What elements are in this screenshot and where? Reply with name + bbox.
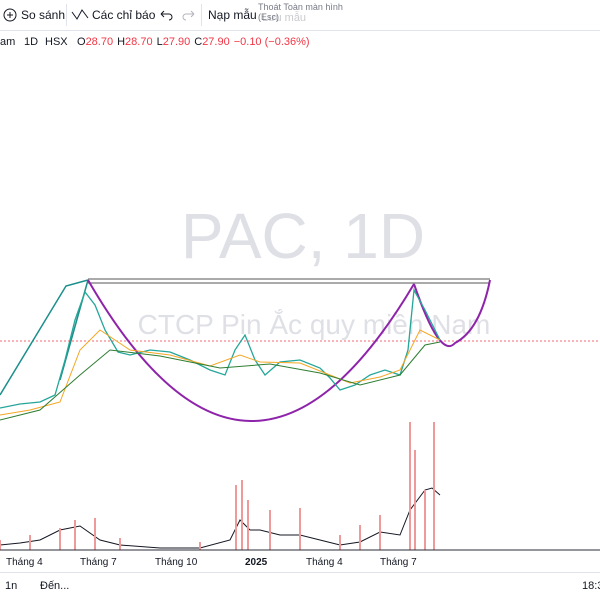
ohlc-label: O [77,36,86,48]
toolbar [0,0,600,31]
exchange: HSX [45,36,68,48]
undo-redo[interactable] [158,8,198,22]
handle-curve [413,279,491,348]
ma-line [0,341,441,421]
range-button[interactable]: 1n [5,580,18,592]
time-label: Tháng 7 [380,557,417,568]
goto-button[interactable]: Đến... [40,580,70,592]
time-label: Tháng 10 [155,557,198,568]
ohlc: O28.70 H28.70 L27.90 C27.90 −0.10 (−0.36%) [77,36,310,48]
ohlc-label: L [156,36,163,48]
volume-bars [0,422,435,550]
price-change: −0.10 (−0.36%) [233,36,310,48]
time-label: 2025 [245,557,268,568]
indicators-button[interactable]: Các chỉ báo [92,8,156,22]
clock: 18:3 [582,580,600,592]
tooltip: Thoát Toàn màn hình (Esc) [258,2,348,22]
watermark-title: PAC, 1D [181,200,425,272]
compare-button[interactable]: So sánh [21,8,66,22]
ohlc-label: C [194,36,203,48]
ohlc-label: H [117,36,126,48]
interval[interactable]: 1D [24,36,39,48]
ohlc-value: 28.70 [125,36,153,48]
cup-curve [87,279,415,422]
time-label: Tháng 7 [80,557,117,568]
indicators-icon[interactable] [71,8,89,22]
volume-ma [0,487,441,549]
ohlc-value: 27.90 [162,36,191,48]
compare-icon[interactable] [3,8,17,22]
time-label: Tháng 4 [6,557,43,568]
ma-line [0,329,441,416]
load-template-button[interactable]: Nạp mẫu [208,8,257,22]
ohlc-value: 28.70 [85,36,114,48]
symbol-name[interactable]: am [0,36,16,48]
time-label: Tháng 4 [306,557,343,568]
ohlc-value: 27.90 [202,36,230,48]
price-series [0,287,441,409]
chart-pane: PAC, 1D CTCP Pin Ắc quy miền Nam [0,200,600,551]
trend-line [0,279,89,396]
